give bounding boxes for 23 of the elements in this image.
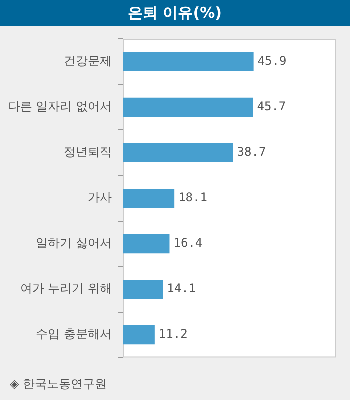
data-label: 16.4 (174, 236, 203, 250)
bar (123, 52, 254, 72)
bar (123, 188, 175, 208)
data-label: 45.7 (257, 100, 286, 114)
y-tick-label: 수입 충분해서 (36, 327, 112, 342)
text: ◈ 한국노동연구원 (10, 376, 108, 393)
bar (123, 280, 164, 300)
y-tick-label: 다른 일자리 없어서 (8, 100, 112, 114)
data-label: 11.2 (158, 327, 188, 342)
data-label: 45.9 (258, 54, 287, 68)
bar (123, 143, 234, 163)
bar (123, 325, 155, 345)
y-tick-label: 가사 (88, 190, 112, 205)
data-label: 14.1 (167, 282, 196, 296)
data-label: 18.1 (178, 190, 208, 205)
y-tick-label: 여가 누리기 위해 (20, 282, 112, 296)
data-label: 38.7 (237, 145, 266, 160)
y-tick-label: 정년퇴직 (64, 145, 112, 160)
y-tick-label: 일하기 싫어서 (36, 236, 112, 250)
y-tick-label: 건강문제 (64, 54, 112, 68)
bar (123, 98, 254, 118)
chart-title: 은퇴 이유(%) (0, 0, 350, 26)
bar (123, 234, 170, 254)
